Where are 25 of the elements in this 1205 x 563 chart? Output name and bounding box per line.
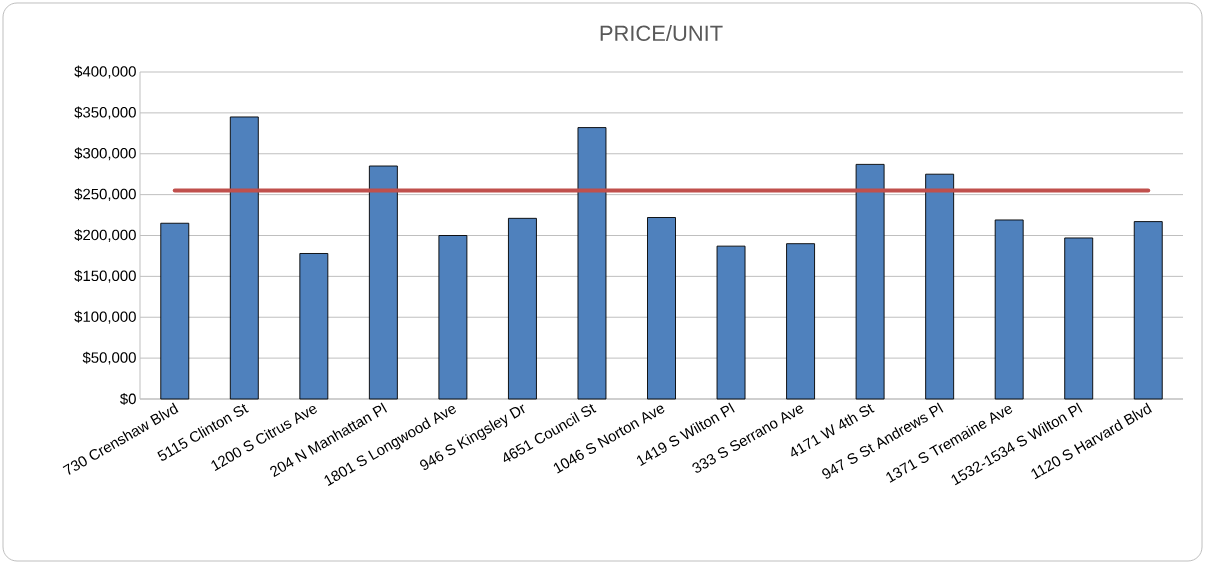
y-tick-label: $200,000 — [74, 229, 136, 242]
y-tick-label: $250,000 — [74, 188, 136, 202]
bar — [368, 165, 398, 400]
y-tick-label: $300,000 — [74, 147, 136, 161]
chart-title: PRICE/UNIT — [600, 24, 723, 42]
y-tick-label: $50,000 — [82, 351, 136, 365]
bar — [716, 245, 746, 400]
bar — [1133, 221, 1163, 400]
bar — [855, 163, 885, 400]
bar — [994, 219, 1024, 400]
bar — [1064, 237, 1094, 400]
bar — [160, 222, 190, 400]
y-tick-label: $350,000 — [74, 106, 136, 120]
y-tick-label: $150,000 — [74, 269, 136, 283]
bar — [577, 127, 607, 400]
y-tick-label: $100,000 — [74, 310, 136, 324]
y-tick-label: $400,000 — [74, 65, 136, 79]
bar — [786, 243, 816, 400]
bar — [925, 173, 955, 400]
y-tick-label: $0 — [120, 392, 136, 406]
bar — [229, 116, 259, 400]
bar — [299, 253, 329, 400]
bar — [647, 217, 676, 400]
bar — [438, 235, 468, 400]
bar — [507, 217, 537, 400]
